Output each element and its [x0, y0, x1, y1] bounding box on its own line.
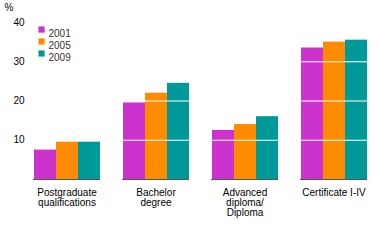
- svg-text:2009: 2009: [49, 52, 72, 63]
- svg-text:30: 30: [13, 56, 25, 67]
- svg-text:2001: 2001: [49, 28, 72, 39]
- svg-text:40: 40: [13, 17, 25, 28]
- svg-text:20: 20: [13, 95, 25, 106]
- svg-text:Advanceddiploma/Diploma: Advanceddiploma/Diploma: [223, 187, 267, 218]
- svg-text:Certificate I-IV: Certificate I-IV: [302, 187, 366, 198]
- svg-text:10: 10: [13, 134, 25, 145]
- svg-text:Bachelordegree: Bachelordegree: [136, 187, 176, 208]
- svg-text:2005: 2005: [49, 40, 72, 51]
- svg-text:Postgraduatequalifications: Postgraduatequalifications: [37, 187, 97, 208]
- svg-text:%: %: [5, 2, 14, 13]
